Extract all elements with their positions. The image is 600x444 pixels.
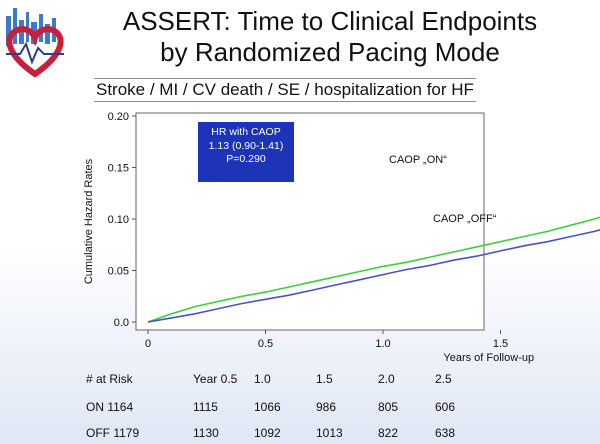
x-tick-label: 1.0	[375, 338, 390, 350]
y-tick-label: 0.15	[108, 163, 129, 175]
plot-frame	[135, 112, 485, 331]
skyline-heart-logo	[6, 8, 64, 78]
x-axis-label: Years of Follow-up	[443, 352, 534, 364]
y-tick-label: 0.20	[108, 111, 129, 123]
x-tick-label: 0.5	[258, 338, 273, 350]
slide-title: ASSERT: Time to Clinical Endpoints by Ra…	[70, 6, 590, 68]
x-tick-label: 1.5	[493, 338, 508, 350]
title-line-2: by Randomized Pacing Mode	[160, 37, 500, 67]
hr-line-3: P=0.290	[226, 153, 266, 165]
y-tick-label: 0.05	[108, 266, 129, 278]
hr-line-1: HR with CAOP	[211, 126, 281, 138]
series-label-off: CAOP „OFF“	[433, 213, 497, 225]
series-label-on: CAOP „ON“	[389, 154, 447, 166]
hr-line-2: 1.13 (0.90-1.41)	[208, 139, 284, 152]
endpoint-subtitle: Stroke / MI / CV death / SE / hospitaliz…	[94, 78, 476, 102]
hazard-ratio-box: HR with CAOP 1.13 (0.90-1.41) P=0.290	[198, 122, 294, 182]
series-line-on	[147, 216, 600, 323]
y-tick-label: 0.0	[114, 317, 129, 329]
x-tick-label: 0	[145, 338, 151, 350]
y-axis-label: Cumulative Hazard Rates	[83, 158, 95, 284]
series-line-off	[147, 229, 600, 323]
title-line-1: ASSERT: Time to Clinical Endpoints	[122, 6, 538, 36]
y-tick-label: 0.10	[108, 214, 129, 226]
